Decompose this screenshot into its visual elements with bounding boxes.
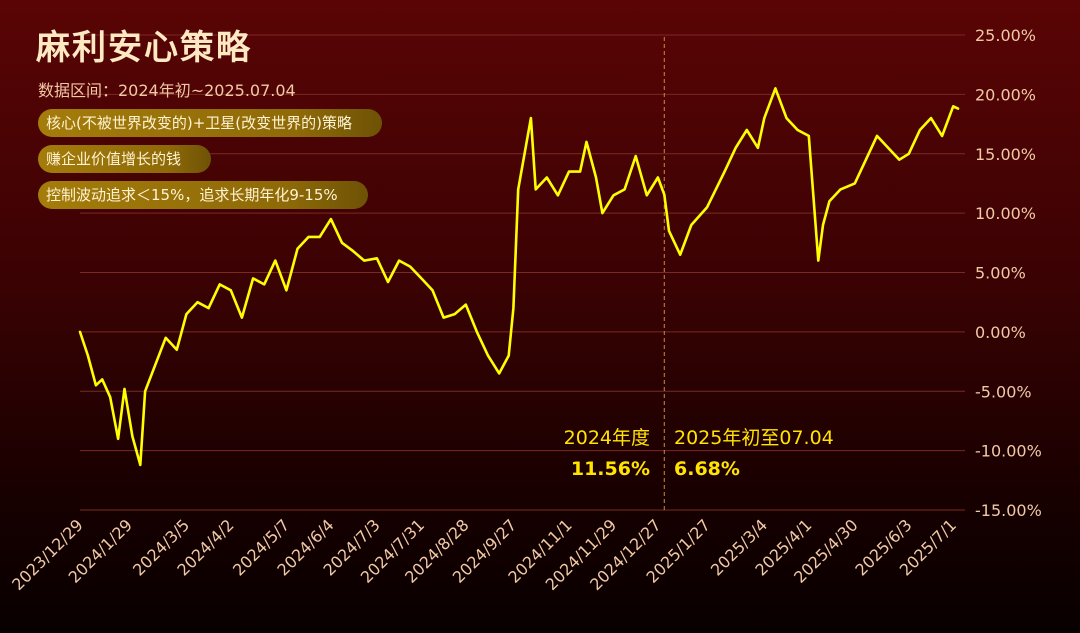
y-tick-label: 25.00% bbox=[975, 26, 1036, 45]
strategy-tag-core-satellite: 核心(不被世界改变的)+卫星(改变世界的)策略 bbox=[38, 109, 382, 137]
y-tick-label: 15.00% bbox=[975, 145, 1036, 164]
annotation-2025-value: 6.68% bbox=[674, 458, 740, 480]
x-axis-ticks: 2023/12/292024/1/292024/3/52024/4/22024/… bbox=[8, 515, 960, 594]
y-tick-label: 20.00% bbox=[975, 85, 1036, 104]
chart-title: 麻利安心策略 bbox=[36, 28, 252, 68]
chart-subtitle: 数据区间：2024年初~2025.07.04 bbox=[38, 81, 296, 100]
strategy-tag-volatility-target: 控制波动追求＜15%，追求长期年化9-15% bbox=[38, 181, 368, 209]
y-tick-label: -15.00% bbox=[975, 501, 1042, 520]
y-axis-ticks: 25.00% 20.00% 15.00% 10.00% 5.00% 0.00% -5.00%… bbox=[975, 26, 1042, 520]
y-tick-label: -10.00% bbox=[975, 442, 1042, 461]
y-tick-label: 0.00% bbox=[975, 323, 1026, 342]
y-tick-label: 5.00% bbox=[975, 264, 1026, 283]
series-line bbox=[78, 87, 960, 467]
y-tick-label: -5.00% bbox=[975, 382, 1032, 401]
annotation-2024-value: 11.56% bbox=[570, 458, 650, 480]
annotation-2025-label: 2025年初至07.04 bbox=[674, 427, 834, 449]
annotation-2024-label: 2024年度 bbox=[563, 427, 650, 449]
y-tick-label: 10.00% bbox=[975, 204, 1036, 223]
strategy-tag-value-growth: 赚企业价值增长的钱 bbox=[38, 145, 212, 173]
grid-lines bbox=[80, 34, 965, 511]
